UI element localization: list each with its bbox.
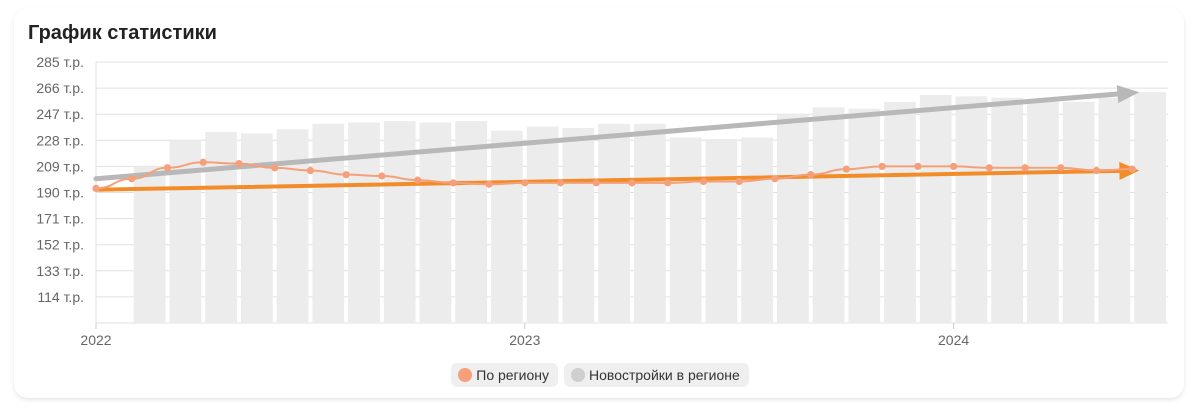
region-point [128,175,136,183]
bar [955,96,988,323]
region-point [521,179,529,187]
bar [1134,92,1166,323]
region-point [985,164,993,172]
y-tick-label: 228 т.р. [36,132,84,148]
bar [1098,97,1131,323]
region-line [95,161,1133,190]
bar [669,137,702,323]
region-point [842,165,851,173]
region-point [950,162,958,170]
region-point [664,179,672,187]
bar [741,137,773,323]
bar [705,138,738,323]
y-tick-label: 266 т.р. [36,80,84,96]
region-point [556,179,565,187]
bar [812,107,845,324]
region-point [271,164,279,172]
bar [419,122,452,323]
bar [562,127,595,323]
bar [455,121,488,323]
region-point [699,177,708,186]
legend-item-new-buildings[interactable]: Новостройки в регионе [564,363,749,387]
legend-dot-icon [571,368,586,382]
bar [919,94,952,324]
region-point [735,177,743,186]
legend-dot-icon [458,368,473,382]
trend-arrow-new-buildings [93,91,1120,182]
y-tick-label: 114 т.р. [37,289,84,305]
trend-arrow-region [94,168,1122,192]
bar [884,101,916,323]
legend-item-region[interactable]: По региону [451,363,559,387]
bar [848,108,881,323]
x-tick-label: 2023 [509,332,540,348]
bar [240,133,273,323]
region-point [414,176,422,184]
legend-label: По региону [476,367,550,383]
region-point [1092,166,1101,175]
y-tick-label: 209 т.р. [36,158,84,174]
y-tick-label: 171 т.р. [36,211,84,227]
region-point [807,171,815,179]
region-point [1021,164,1029,172]
region-point [449,179,457,187]
bar [491,130,523,323]
region-point [485,180,493,188]
region-point [914,162,922,170]
bar [312,123,345,323]
region-point [771,175,779,183]
region-point [306,166,314,175]
region-point [378,172,386,180]
x-tick-label: 2024 [938,332,969,348]
bar [634,123,666,323]
chart-legend: По региону Новостройки в регионе [0,363,1200,387]
y-tick-label: 152 т.р. [36,237,84,253]
bar [526,126,559,323]
y-tick-label: 247 т.р. [36,106,84,122]
y-axis: 285 т.р. 266 т.р. 247 т.р. 228 т.р. 209 т.р.… [36,54,84,305]
y-tick-label: 190 т.р. [36,185,84,201]
legend-label: Новостройки в регионе [589,367,740,383]
region-point [592,179,600,187]
bar [1027,101,1059,323]
chart-title: График статистики [28,22,217,44]
region-point [878,162,886,170]
x-tick-label: 2022 [80,332,111,348]
bar [348,122,380,323]
trend-arrow-new-buildings-head [1116,85,1140,104]
bar [991,97,1024,323]
bar [205,132,237,323]
region-point [92,184,100,192]
region-point [628,179,636,187]
region-point [342,171,350,179]
bars-layer [133,92,1166,324]
y-tick-label: 285 т.р. [36,54,84,70]
bar [133,166,166,323]
region-point [1128,165,1136,173]
bar [776,114,809,323]
x-axis: 2022 2023 2024 [80,323,969,348]
y-tick-label: 133 т.р. [36,263,84,279]
bar [598,123,630,323]
region-point [199,158,207,166]
region-point [235,160,243,168]
bar [1062,101,1095,323]
region-line-layer [92,158,1136,192]
region-point [163,164,172,172]
grid-layer [95,61,1168,324]
statistics-chart: 285 т.р. 266 т.р. 247 т.р. 228 т.р. 209 т.р.… [36,54,1168,348]
region-point [1057,164,1065,172]
bar [276,129,309,323]
